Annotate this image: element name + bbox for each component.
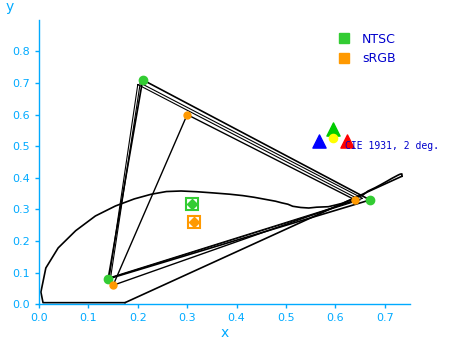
Point xyxy=(329,135,337,141)
Point xyxy=(329,126,337,132)
X-axis label: x: x xyxy=(220,326,228,340)
Text: CIE 1931, 2 deg.: CIE 1931, 2 deg. xyxy=(345,141,439,151)
Y-axis label: y: y xyxy=(5,0,14,14)
Point xyxy=(343,139,351,144)
Point xyxy=(315,139,323,144)
Legend: NTSC, sRGB: NTSC, sRGB xyxy=(328,29,400,69)
